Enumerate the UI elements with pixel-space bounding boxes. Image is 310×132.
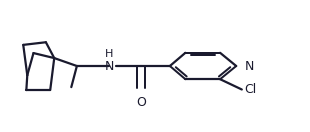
Text: Cl: Cl bbox=[244, 83, 257, 96]
Text: H: H bbox=[105, 49, 113, 59]
Text: O: O bbox=[136, 96, 146, 109]
Text: N: N bbox=[104, 60, 114, 72]
Text: N: N bbox=[244, 60, 254, 72]
